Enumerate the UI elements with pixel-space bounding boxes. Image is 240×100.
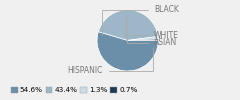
Text: ASIAN: ASIAN xyxy=(127,17,177,47)
Wedge shape xyxy=(128,36,158,40)
Wedge shape xyxy=(97,32,158,71)
Wedge shape xyxy=(128,39,158,40)
Text: HISPANIC: HISPANIC xyxy=(68,47,153,76)
Text: BLACK: BLACK xyxy=(102,5,179,36)
Text: WHITE: WHITE xyxy=(126,17,179,40)
Legend: 54.6%, 43.4%, 1.3%, 0.7%: 54.6%, 43.4%, 1.3%, 0.7% xyxy=(8,84,140,96)
Wedge shape xyxy=(98,10,158,40)
